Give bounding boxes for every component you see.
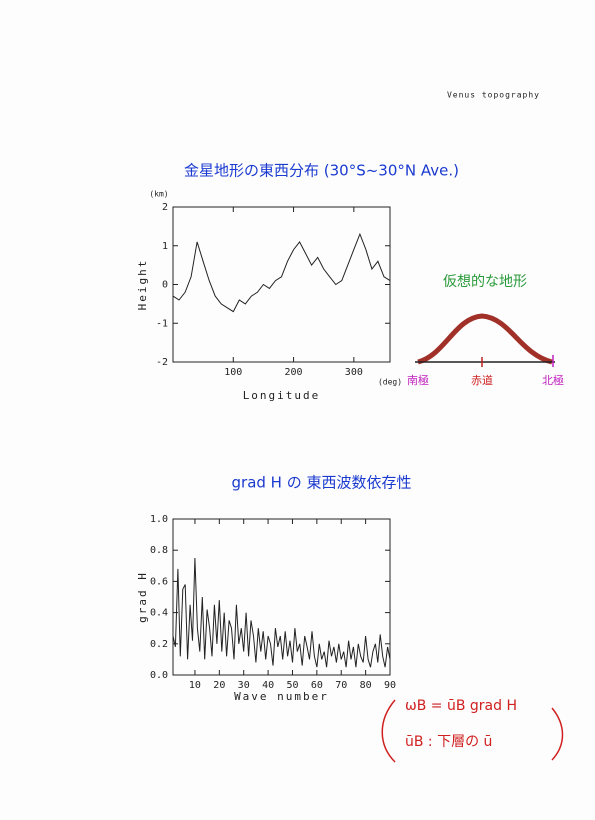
y-unit: (km) — [149, 190, 168, 199]
x-axis-label: Longitude — [243, 389, 321, 402]
header: Venus topography — [447, 91, 540, 100]
sketch-label: 赤道 — [471, 373, 493, 387]
bracket — [381, 699, 396, 763]
x-tick-label: 50 — [286, 680, 298, 691]
y-tick-label: -2 — [156, 357, 168, 368]
x-tick-label: 60 — [311, 680, 323, 691]
chart-title: 金星地形の東西分布 (30°S~30°N Ave.) — [184, 162, 459, 180]
x-tick-label: 20 — [213, 680, 225, 691]
y-tick-label: -1 — [156, 318, 168, 329]
y-tick-label: 0.8 — [150, 545, 168, 556]
note: ūB : 下層の ū — [405, 734, 492, 750]
x-tick-label: 100 — [224, 367, 242, 378]
y-tick-label: 0.2 — [150, 639, 168, 650]
sketch-label: 南極 — [407, 373, 429, 387]
y-axis-label: Height — [136, 259, 149, 311]
line — [172, 557, 391, 668]
x-tick-label: 90 — [384, 680, 396, 691]
y-tick-label: 0.4 — [150, 608, 168, 619]
chart-title: grad H の 東西波数依存性 — [232, 474, 412, 492]
x-tick-label: 10 — [189, 680, 201, 691]
plot-frame — [172, 518, 391, 676]
y-tick-label: 1 — [162, 241, 168, 252]
x-tick-label: 30 — [238, 680, 250, 691]
note: ωB = ūB grad H — [405, 698, 517, 714]
x-tick-label: 80 — [360, 680, 372, 691]
sketch-bump — [417, 313, 553, 365]
y-tick-label: 0 — [162, 280, 168, 291]
y-axis-label: grad H — [136, 571, 149, 623]
sketch-title: 仮想的な地形 — [443, 274, 527, 290]
bracket — [551, 707, 564, 761]
x-axis-label: Wave number — [234, 690, 329, 703]
x-tick-label: 40 — [262, 680, 274, 691]
y-tick-label: 0.6 — [150, 576, 168, 587]
x-tick-label: 70 — [335, 680, 347, 691]
line — [172, 232, 391, 313]
sketch: 仮想的な地形 南極 赤道 北極 — [407, 274, 564, 387]
sketch-label: 北極 — [542, 373, 564, 387]
x-unit: (deg) — [378, 378, 402, 387]
y-tick-label: 0.0 — [150, 670, 168, 681]
x-tick-label: 200 — [285, 367, 303, 378]
x-tick-label: 300 — [345, 367, 363, 378]
notes: ωB = ūB grad H ūB : 下層の ū — [381, 698, 564, 763]
y-tick-label: 1.0 — [150, 514, 168, 525]
y-tick-label: 2 — [162, 202, 168, 213]
